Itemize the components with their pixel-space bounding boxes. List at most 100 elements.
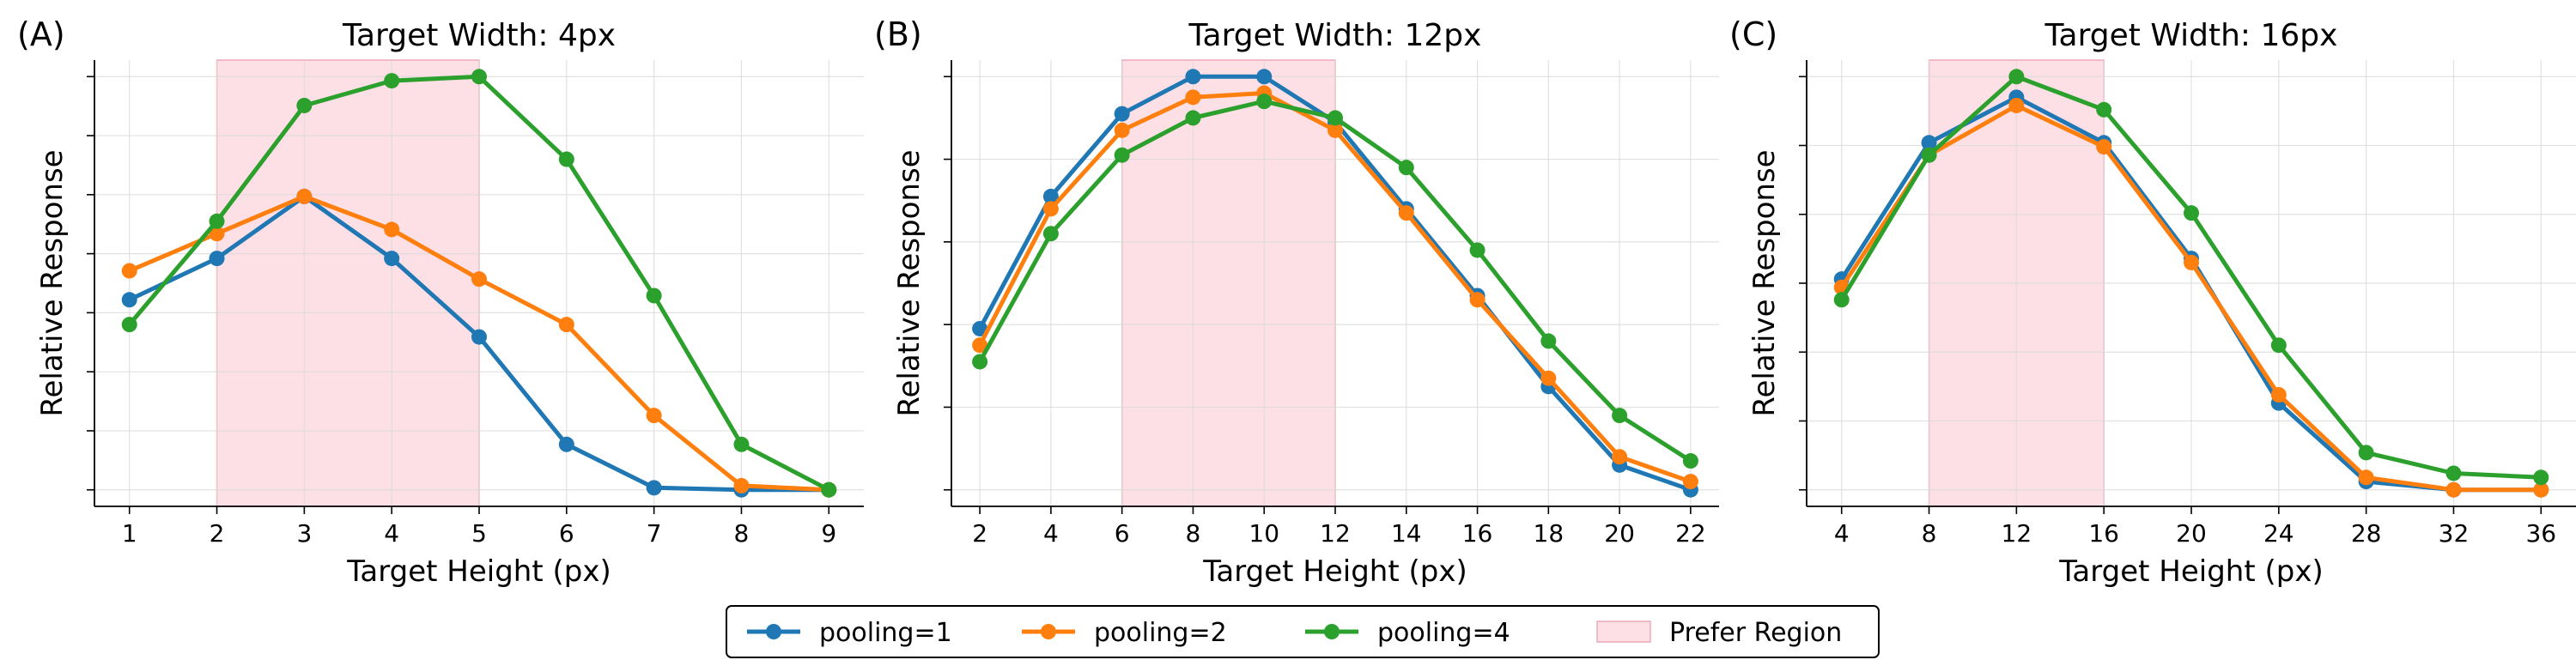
data-point	[1114, 147, 1130, 163]
data-point	[1327, 122, 1343, 138]
data-point	[1256, 69, 1273, 85]
data-point	[2358, 469, 2374, 486]
data-point	[1682, 453, 1698, 469]
x-tick-label: 16	[2088, 519, 2119, 548]
panel-letter: (C)	[1729, 15, 1777, 53]
data-point	[646, 408, 662, 424]
legend-box	[726, 605, 1880, 658]
data-point	[1540, 333, 1557, 349]
data-point	[121, 317, 137, 333]
data-point	[2270, 387, 2287, 403]
x-tick-label: 5	[471, 519, 487, 548]
x-axis-label: Target Height (px)	[1202, 554, 1467, 589]
data-point	[1256, 94, 1273, 110]
legend-label: pooling=1	[819, 618, 952, 648]
data-point	[1185, 110, 1201, 126]
data-point	[2096, 101, 2112, 118]
data-point	[384, 73, 400, 89]
x-tick-label: 2	[210, 519, 225, 548]
data-point	[1185, 69, 1201, 85]
y-axis-label: Relative Response	[1747, 149, 1782, 416]
data-point	[209, 226, 225, 242]
x-tick-label: 2	[972, 519, 987, 548]
panel-1: 1 2 3 4 5 6 7 8 9 Target Width: 4px (A) Target Heig…	[17, 15, 864, 589]
data-point	[972, 354, 988, 370]
data-point	[972, 320, 988, 336]
x-tick-label: 16	[1462, 519, 1493, 548]
data-point	[1921, 147, 1937, 163]
data-point	[558, 151, 574, 167]
data-point	[2184, 205, 2199, 221]
panel-2: 2 4 6 8 10 12 14 16 18 20 22 Target Width: 12px (B) T…	[874, 15, 1719, 589]
data-point	[2008, 97, 2025, 113]
data-point	[1398, 205, 1414, 221]
data-point	[646, 288, 662, 304]
x-tick-label: 36	[2525, 519, 2556, 548]
data-point	[733, 477, 750, 493]
data-point	[2008, 69, 2025, 85]
data-point	[821, 481, 837, 498]
x-tick-label: 4	[384, 519, 399, 548]
legend-label: pooling=4	[1377, 618, 1510, 648]
x-tick-label: 32	[2439, 519, 2470, 548]
x-tick-label: 8	[1922, 519, 1937, 548]
legend-patch-swatch	[1596, 621, 1651, 643]
y-axis-label: Relative Response	[35, 149, 70, 416]
prefer-region-shade	[216, 59, 480, 507]
x-tick-label: 12	[2002, 519, 2032, 548]
panel-letter: (B)	[874, 15, 922, 53]
panel-3: 4 8 12 16 20 24 28 32 36 Target Width: 16px (C) Tar…	[1729, 15, 2576, 589]
data-point	[1327, 110, 1343, 126]
x-tick-label: 10	[1249, 519, 1279, 548]
data-point	[121, 263, 137, 279]
data-point	[558, 317, 574, 333]
panel-title: Target Width: 12px	[1188, 18, 1482, 53]
data-point	[471, 69, 487, 85]
legend-marker	[1041, 624, 1056, 639]
data-point	[1398, 160, 1414, 176]
x-tick-label: 22	[1675, 519, 1706, 548]
data-point	[1921, 135, 1937, 151]
legend: pooling=1 pooling=2 pooling=4 Prefer Region	[726, 605, 1880, 658]
data-point	[1540, 370, 1557, 386]
x-tick-label: 6	[559, 519, 574, 548]
y-axis-label: Relative Response	[892, 149, 927, 416]
x-tick-label: 8	[1186, 519, 1201, 548]
data-point	[558, 436, 574, 452]
data-point	[2358, 445, 2374, 461]
data-point	[1612, 449, 1628, 465]
prefer-region-shade	[1121, 59, 1336, 507]
data-point	[1042, 201, 1059, 217]
x-tick-label: 8	[734, 519, 750, 548]
legend-label: Prefer Region	[1669, 618, 1842, 648]
data-point	[1042, 188, 1059, 204]
data-point	[972, 337, 988, 354]
data-point	[1833, 292, 1850, 308]
data-point	[471, 271, 487, 288]
data-point	[2096, 139, 2112, 155]
data-point	[2445, 481, 2462, 498]
data-point	[2270, 337, 2287, 354]
data-point	[646, 480, 662, 496]
x-tick-label: 4	[1043, 519, 1059, 548]
data-point	[296, 188, 313, 204]
x-tick-label: 12	[1320, 519, 1351, 548]
data-point	[1114, 106, 1130, 122]
data-point	[1682, 474, 1698, 490]
x-tick-label: 14	[1391, 519, 1422, 548]
x-tick-label: 1	[122, 519, 137, 548]
panel-title: Target Width: 16px	[2044, 18, 2338, 53]
legend-marker	[1324, 624, 1340, 639]
legend-marker	[766, 624, 781, 639]
data-point	[471, 329, 487, 345]
x-tick-label: 3	[296, 519, 312, 548]
legend-label: pooling=2	[1094, 618, 1227, 648]
x-tick-label: 24	[2263, 519, 2294, 548]
data-point	[1185, 89, 1201, 106]
x-tick-label: 20	[2176, 519, 2207, 548]
x-axis-label: Target Height (px)	[346, 554, 611, 589]
x-tick-label: 9	[821, 519, 836, 548]
data-point	[209, 213, 225, 229]
panel-letter: (A)	[17, 15, 65, 53]
